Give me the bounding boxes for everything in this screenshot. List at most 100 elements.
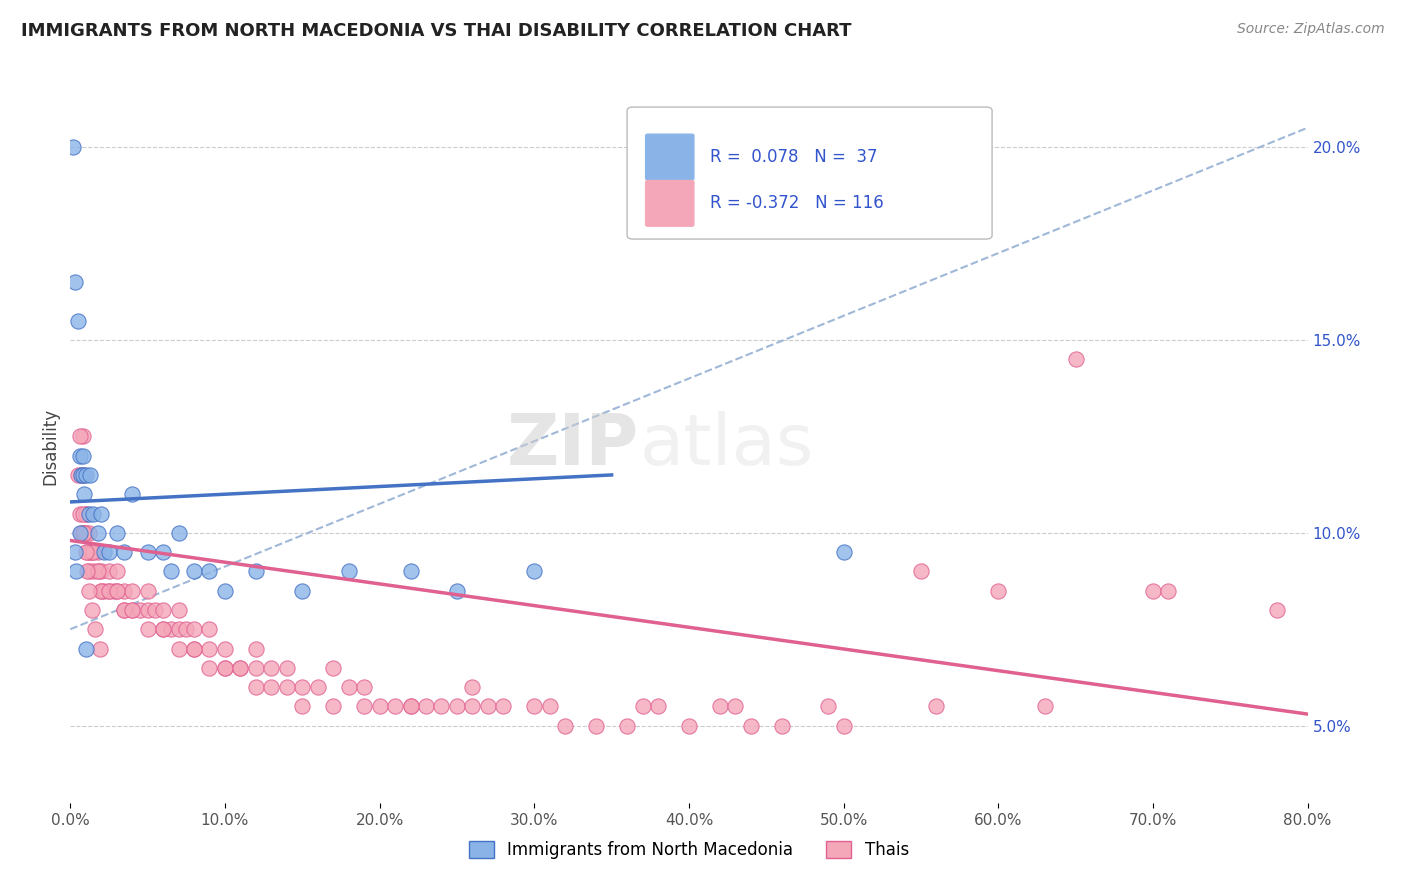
Point [631,699,654,714]
Point [174,622,197,636]
Point [832,545,855,559]
Point [121,603,143,617]
Point [87,565,110,579]
Point [1265,603,1288,617]
Point [183,641,205,656]
Point [245,641,267,656]
Point [82,545,105,559]
Text: R =  0.078   N =  37: R = 0.078 N = 37 [710,148,877,166]
Point [77,507,100,521]
Point [260,680,283,694]
Text: Source: ZipAtlas.com: Source: ZipAtlas.com [1237,22,1385,37]
Point [72,429,94,443]
Point [276,680,298,694]
Point [73,525,96,540]
Point [87,525,110,540]
Point [76,545,98,559]
Point [477,699,499,714]
Text: R = -0.372   N = 116: R = -0.372 N = 116 [710,194,884,212]
Legend: Immigrants from North Macedonia, Thais: Immigrants from North Macedonia, Thais [463,834,915,866]
Point [75,467,97,482]
Point [307,680,329,694]
Point [461,699,484,714]
Point [105,583,128,598]
Point [121,583,143,598]
Point [121,487,143,501]
Text: IMMIGRANTS FROM NORTH MACEDONIA VS THAI DISABILITY CORRELATION CHART: IMMIGRANTS FROM NORTH MACEDONIA VS THAI … [21,22,852,40]
Point [399,565,422,579]
Point [446,699,468,714]
Point [183,565,205,579]
Point [105,583,128,598]
Point [136,583,159,598]
Point [82,545,105,559]
Point [90,507,112,521]
Point [65,565,87,579]
Point [817,699,839,714]
Point [79,467,101,482]
Point [67,467,90,482]
Point [399,699,422,714]
Point [245,565,267,579]
Text: ZIP: ZIP [508,411,640,481]
Point [647,699,669,714]
Point [229,661,252,675]
Point [353,680,375,694]
Point [152,622,174,636]
Point [152,545,174,559]
Point [72,507,94,521]
FancyBboxPatch shape [645,180,695,227]
Point [70,525,93,540]
Point [987,583,1010,598]
Point [229,661,252,675]
Text: atlas: atlas [640,411,814,481]
Point [167,641,190,656]
Point [461,680,484,694]
Point [291,680,314,694]
Point [492,699,515,714]
Point [399,699,422,714]
Point [79,545,101,559]
Point [770,719,793,733]
Point [72,525,94,540]
Point [75,507,97,521]
Point [70,467,93,482]
Point [73,487,96,501]
Point [276,661,298,675]
Point [73,525,96,540]
Point [709,699,731,714]
Point [105,565,128,579]
Point [353,699,375,714]
Point [678,719,700,733]
Point [75,545,97,559]
Point [87,565,110,579]
Point [415,699,437,714]
Point [129,603,152,617]
Point [554,719,576,733]
Point [69,429,91,443]
Point [75,507,97,521]
Point [89,641,111,656]
Point [84,622,107,636]
Point [62,140,84,154]
Point [724,699,747,714]
Point [523,699,546,714]
Point [291,699,314,714]
Point [152,622,174,636]
Point [93,545,115,559]
Point [832,719,855,733]
Point [337,565,360,579]
Point [90,583,112,598]
Point [105,525,128,540]
Point [80,603,103,617]
Point [75,525,97,540]
Point [368,699,391,714]
Point [616,719,638,733]
Point [87,545,110,559]
Point [740,719,762,733]
Point [214,641,236,656]
Point [337,680,360,694]
Point [114,583,135,598]
Point [136,622,159,636]
Point [925,699,948,714]
